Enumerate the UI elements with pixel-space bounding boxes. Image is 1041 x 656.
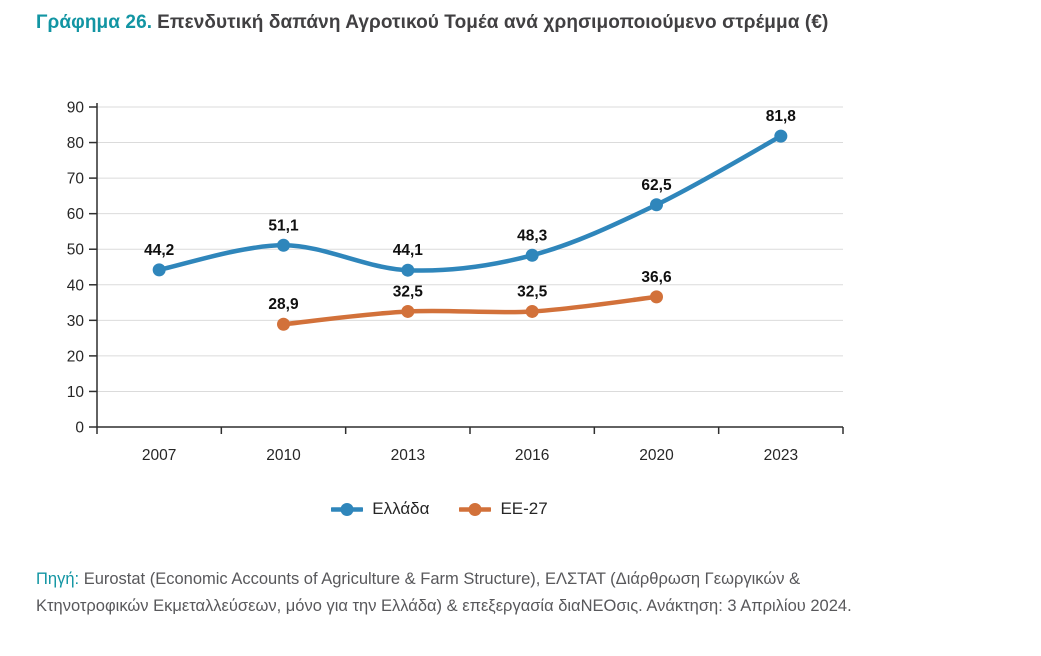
svg-text:90: 90 (67, 100, 85, 117)
legend-label-eu27: ΕΕ-27 (500, 499, 548, 518)
svg-text:10: 10 (67, 384, 85, 401)
svg-text:2013: 2013 (391, 447, 425, 464)
svg-text:44,2: 44,2 (144, 242, 174, 259)
svg-text:40: 40 (67, 277, 85, 294)
svg-text:2020: 2020 (639, 447, 674, 464)
svg-text:2023: 2023 (764, 447, 798, 464)
svg-text:48,3: 48,3 (517, 227, 548, 244)
svg-text:60: 60 (67, 206, 85, 223)
source-label: Πηγή: (36, 570, 80, 588)
legend-item-eu27: ΕΕ-27 (459, 499, 548, 519)
svg-text:44,1: 44,1 (393, 242, 424, 259)
svg-text:0: 0 (75, 420, 84, 437)
svg-text:36,6: 36,6 (641, 269, 672, 286)
svg-text:51,1: 51,1 (268, 217, 299, 234)
svg-text:32,5: 32,5 (393, 283, 424, 300)
svg-text:81,8: 81,8 (766, 108, 797, 125)
svg-text:30: 30 (67, 313, 85, 330)
legend-marker-eu27-icon (459, 502, 492, 516)
svg-text:20: 20 (67, 348, 85, 365)
svg-text:28,9: 28,9 (268, 296, 299, 313)
legend-marker-greece-icon (331, 502, 364, 516)
source-text-line2: Κτηνοτροφικών Εκμεταλλεύσεων, μόνο για τ… (36, 597, 852, 615)
legend: Ελλάδα ΕΕ-27 (36, 499, 843, 519)
svg-text:2016: 2016 (515, 447, 549, 464)
svg-text:32,5: 32,5 (517, 283, 548, 300)
legend-label-greece: Ελλάδα (372, 499, 430, 518)
source-note: Πηγή: Eurostat (Economic Accounts of Agr… (36, 566, 996, 620)
chart-title-number: Γράφημα 26. (36, 12, 153, 33)
svg-text:50: 50 (67, 242, 85, 259)
svg-text:2007: 2007 (142, 447, 176, 464)
svg-text:2010: 2010 (266, 447, 301, 464)
source-text-line1: Eurostat (Economic Accounts of Agricultu… (79, 570, 801, 588)
svg-text:70: 70 (67, 171, 85, 188)
svg-text:80: 80 (67, 135, 85, 152)
legend-item-greece: Ελλάδα (331, 499, 429, 519)
svg-text:62,5: 62,5 (641, 177, 672, 194)
chart-title: Γράφημα 26. Επενδυτική δαπάνη Αγροτικού Τ… (36, 12, 828, 34)
chart-title-text: Επενδυτική δαπάνη Αγροτικού Τομέα ανά χρ… (157, 12, 829, 33)
line-chart: 0 10 20 30 40 50 60 70 80 90 2007 2010 2013 2016 2020 2… (67, 100, 844, 464)
